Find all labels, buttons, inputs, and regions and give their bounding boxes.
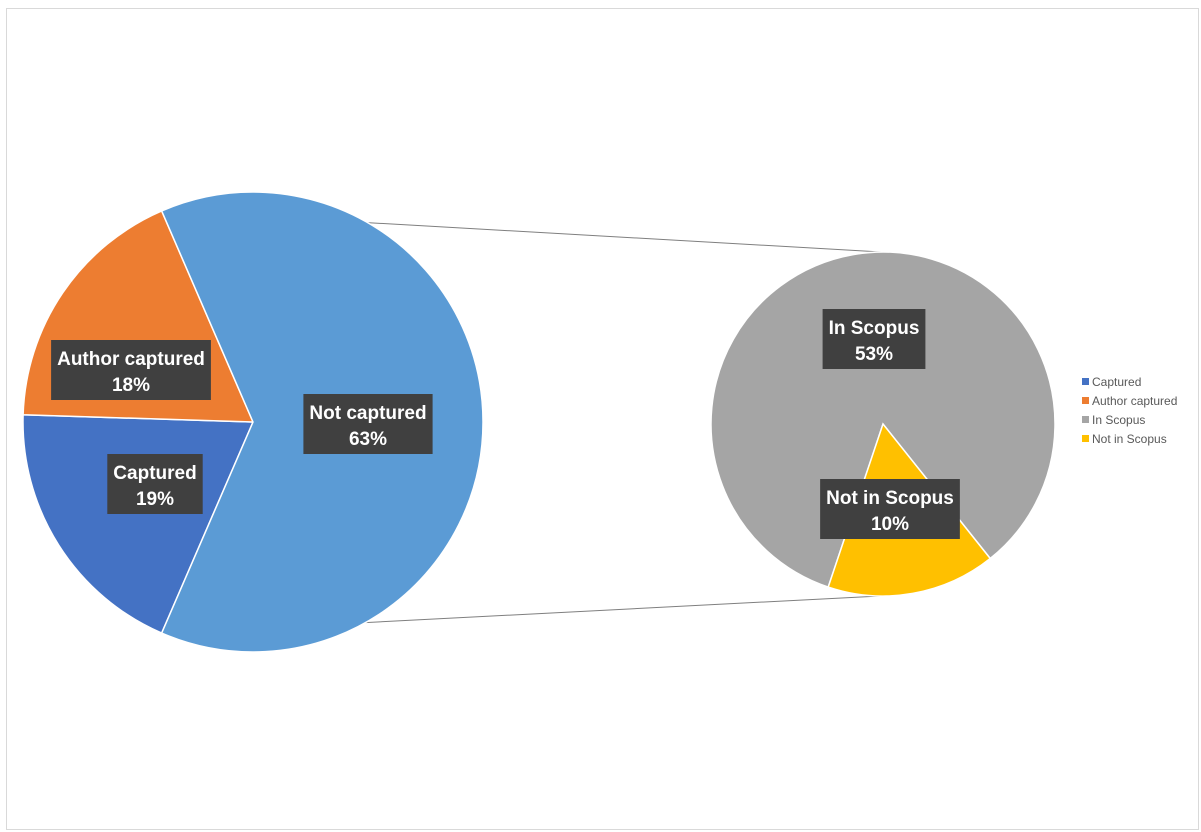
legend-item-author-captured: Author captured <box>1082 391 1177 410</box>
data-label-captured: Captured 19% <box>107 454 203 514</box>
legend-item-not-in-scopus: Not in Scopus <box>1082 429 1177 448</box>
data-label-box-author-captured <box>51 340 211 400</box>
data-label-value-not-in-scopus: 10% <box>871 514 909 535</box>
data-label-not-captured: Not captured 63% <box>303 394 433 454</box>
pie-slice-in-scopus <box>710 251 1056 588</box>
data-label-box-in-scopus <box>822 309 926 369</box>
data-label-name-not-in-scopus: Not in Scopus <box>826 488 954 509</box>
data-label-not-in-scopus: Not in Scopus 10% <box>820 479 960 539</box>
legend-label-in-scopus: In Scopus <box>1092 412 1146 427</box>
data-label-value-in-scopus: 53% <box>855 344 893 365</box>
data-label-name-in-scopus: In Scopus <box>829 318 920 339</box>
legend-swatch-captured <box>1082 378 1089 385</box>
data-label-name-author-captured: Author captured <box>57 349 205 370</box>
data-label-box-not-in-scopus <box>820 479 960 539</box>
data-label-box-captured <box>107 454 203 514</box>
data-label-name-captured: Captured <box>113 463 196 484</box>
legend-item-in-scopus: In Scopus <box>1082 410 1177 429</box>
legend-swatch-in-scopus <box>1082 416 1089 423</box>
data-label-value-captured: 19% <box>136 489 174 510</box>
legend-swatch-not-in-scopus <box>1082 435 1089 442</box>
data-label-value-not-captured: 63% <box>349 429 387 450</box>
data-label-name-not-captured: Not captured <box>309 403 426 424</box>
legend: Captured Author captured In Scopus Not i… <box>1082 372 1177 448</box>
legend-label-not-in-scopus: Not in Scopus <box>1092 431 1167 446</box>
data-label-box-not-captured <box>303 394 433 454</box>
legend-label-captured: Captured <box>1092 374 1142 389</box>
legend-swatch-author-captured <box>1082 397 1089 404</box>
data-label-author-captured: Author captured 18% <box>51 340 211 400</box>
data-label-in-scopus: In Scopus 53% <box>822 309 926 369</box>
data-labels: Captured 19% Author captured 18% Not capture… <box>51 309 960 539</box>
legend-item-captured: Captured <box>1082 372 1177 391</box>
secondary-pie <box>710 251 1056 597</box>
legend-label-author-captured: Author captured <box>1092 393 1178 408</box>
data-label-value-author-captured: 18% <box>112 375 150 396</box>
